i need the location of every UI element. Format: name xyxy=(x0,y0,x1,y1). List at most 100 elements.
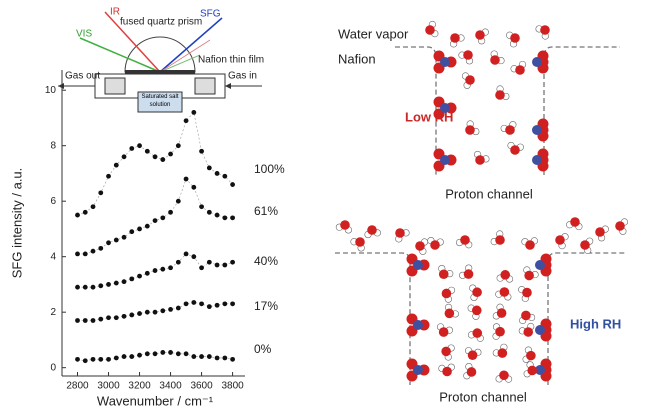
water-molecule xyxy=(510,60,527,75)
water-molecule xyxy=(615,218,629,235)
point xyxy=(199,148,204,154)
y-tick-label: 4 xyxy=(50,251,56,262)
point xyxy=(214,262,220,268)
point xyxy=(90,248,96,254)
oxygen xyxy=(463,50,473,60)
water-molecule xyxy=(523,361,537,378)
point xyxy=(175,351,181,357)
point xyxy=(82,251,88,257)
label: Nafion xyxy=(338,51,376,66)
sulfur xyxy=(440,155,450,165)
point xyxy=(206,165,212,171)
oxygen xyxy=(450,33,460,43)
sulfur xyxy=(535,325,545,335)
water-molecule xyxy=(522,346,536,363)
label: High RH xyxy=(570,316,621,331)
point xyxy=(152,268,158,273)
oxygen xyxy=(523,327,534,337)
point xyxy=(152,154,158,160)
point xyxy=(214,302,220,308)
y-tick-label: 2 xyxy=(50,307,56,318)
point xyxy=(175,198,181,204)
label: Water vapor xyxy=(338,26,409,41)
oxygen xyxy=(460,235,470,245)
sulfur xyxy=(535,260,545,270)
oxygen xyxy=(441,288,452,299)
oxygen xyxy=(515,65,525,75)
film xyxy=(125,70,195,74)
vis-beam xyxy=(79,37,161,73)
oxygen xyxy=(441,346,451,357)
oxygen xyxy=(524,270,534,281)
point xyxy=(144,270,150,276)
water-molecule xyxy=(436,323,453,337)
water-molecule xyxy=(467,304,482,320)
series-line xyxy=(77,111,233,216)
sulfonate-group xyxy=(433,96,457,120)
point xyxy=(230,215,235,221)
water-molecule xyxy=(455,235,473,249)
point xyxy=(129,354,135,359)
x-tick-label: 3000 xyxy=(97,381,120,392)
oxygen xyxy=(505,125,515,135)
point xyxy=(121,313,127,319)
point xyxy=(191,354,197,359)
sulfur xyxy=(535,365,545,375)
water-molecule xyxy=(490,230,505,246)
sulfonate-group xyxy=(433,50,457,74)
point xyxy=(129,146,135,151)
label: Gas out xyxy=(65,71,100,82)
prism xyxy=(124,36,196,73)
oxygen xyxy=(490,55,500,65)
series-label: 0% xyxy=(254,342,272,356)
sulfonate-group xyxy=(535,318,552,342)
arrowhead xyxy=(58,83,64,89)
sulfonate-group xyxy=(406,358,430,382)
point xyxy=(121,234,127,240)
point xyxy=(183,301,189,307)
sulfonate-group xyxy=(532,148,549,172)
sulfur xyxy=(440,57,450,67)
water-molecule xyxy=(566,217,583,231)
water-molecule xyxy=(459,264,474,279)
water-molecule xyxy=(495,370,513,383)
water-molecule xyxy=(469,284,482,301)
water-molecule xyxy=(441,344,455,361)
point xyxy=(144,148,150,154)
oxygen xyxy=(615,221,625,231)
point xyxy=(137,311,142,316)
point xyxy=(160,215,166,221)
point xyxy=(230,301,235,307)
oxygen xyxy=(444,308,455,319)
oxygen xyxy=(475,30,485,40)
oxygen xyxy=(497,348,508,358)
point xyxy=(168,350,173,355)
point xyxy=(98,283,104,289)
oxygen xyxy=(496,308,507,318)
water-molecule xyxy=(463,362,477,380)
oxygen xyxy=(466,367,477,377)
oxygen xyxy=(499,287,510,297)
oxygen xyxy=(527,365,537,376)
point xyxy=(230,259,235,265)
point xyxy=(82,209,88,215)
oxygen xyxy=(472,287,482,298)
water-molecule xyxy=(496,270,514,283)
sulfonate-group xyxy=(433,148,457,172)
oxygen xyxy=(438,327,449,337)
sulfonate-group xyxy=(532,50,549,74)
water-molecule xyxy=(427,236,444,250)
water-molecule xyxy=(438,264,454,280)
point xyxy=(113,280,119,286)
water-molecule xyxy=(444,303,459,319)
point xyxy=(144,309,150,315)
oxygen xyxy=(425,25,435,35)
point xyxy=(98,316,104,322)
x-tick-label: 3800 xyxy=(221,381,244,392)
point xyxy=(214,212,220,218)
point xyxy=(230,356,235,362)
arrowhead xyxy=(225,83,231,89)
water-molecule xyxy=(523,266,539,281)
label: fused quartz prism xyxy=(120,17,202,28)
point xyxy=(168,151,173,157)
